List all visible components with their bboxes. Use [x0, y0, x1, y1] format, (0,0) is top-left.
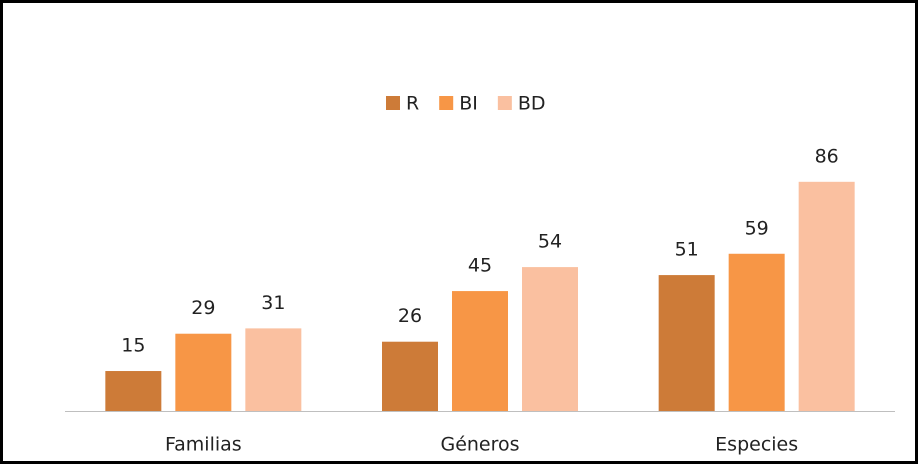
legend-label: BI	[459, 93, 478, 115]
bar	[452, 291, 508, 411]
data-label: 26	[398, 305, 422, 327]
legend-label: BD	[518, 93, 546, 115]
data-label: 29	[191, 297, 215, 319]
x-tick-label: Familias	[165, 434, 242, 456]
data-label: 31	[261, 292, 285, 314]
data-label: 51	[675, 239, 699, 261]
legend-swatch	[439, 96, 454, 110]
bar	[522, 267, 578, 411]
data-label: 54	[538, 231, 562, 253]
data-label: 59	[745, 217, 769, 239]
data-label: 45	[468, 255, 492, 277]
bar	[175, 333, 232, 411]
data-label: 15	[121, 335, 145, 357]
x-tick-label: Especies	[715, 434, 798, 456]
legend-swatch	[497, 96, 512, 110]
x-tick-label: Géneros	[440, 434, 519, 456]
bar	[658, 275, 715, 411]
bar	[245, 328, 302, 411]
bar	[798, 181, 855, 411]
legend-label: R	[406, 93, 419, 115]
bar	[382, 341, 438, 411]
legend-swatch	[386, 96, 400, 110]
bar	[728, 253, 785, 411]
data-label: 86	[815, 145, 839, 167]
bar	[105, 371, 162, 411]
